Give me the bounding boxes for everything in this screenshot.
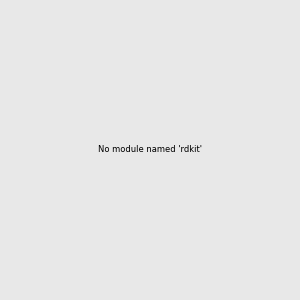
Text: No module named 'rdkit': No module named 'rdkit'	[98, 146, 202, 154]
